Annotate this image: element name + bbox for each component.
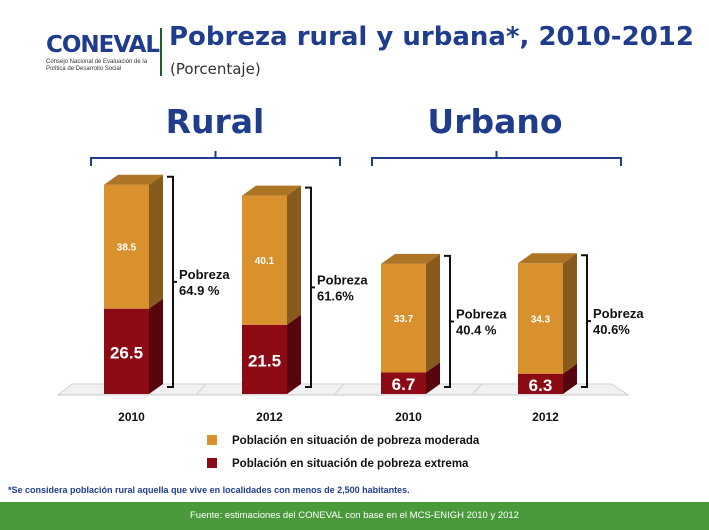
total-value-0: 64.9 % xyxy=(179,283,220,298)
bar-extrema-1-side xyxy=(287,314,301,394)
legend-swatch-extrema xyxy=(207,458,217,468)
value-label-extrema-2: 6.7 xyxy=(392,375,416,394)
floor-divider-0 xyxy=(195,383,207,396)
bar-top-2 xyxy=(381,253,440,264)
value-label-extrema-1: 21.5 xyxy=(248,351,281,370)
bar-moderada-2-front xyxy=(381,263,426,373)
bar-moderada-0-side xyxy=(149,174,163,309)
value-label-extrema-0: 26.5 xyxy=(110,343,143,362)
bar-extrema-0-side xyxy=(149,298,163,394)
bar-top-3 xyxy=(518,253,577,264)
bar-extrema-0-front xyxy=(104,308,149,394)
coneval-logo: CONEVAL Consejo Nacional de Evaluación d… xyxy=(42,30,160,82)
header-divider xyxy=(160,28,162,76)
value-label-moderada-3: 34.3 xyxy=(531,314,551,325)
x-tick-label-2: 2010 xyxy=(395,410,422,424)
value-label-moderada-2: 33.7 xyxy=(394,314,414,325)
bar-extrema-2-side xyxy=(426,362,440,394)
bar-moderada-1-front xyxy=(242,195,287,325)
total-value-3: 40.6% xyxy=(593,322,630,337)
total-bracket-2 xyxy=(444,254,454,388)
group-bracket-rural xyxy=(90,151,341,166)
total-bracket-3 xyxy=(581,254,591,388)
x-tick-label-0: 2010 xyxy=(118,410,145,424)
bar-top-1 xyxy=(242,185,301,196)
page-title: Pobreza rural y urbana*, 2010-2012 xyxy=(169,22,694,52)
total-value-1: 61.6% xyxy=(317,288,354,303)
total-bracket-0 xyxy=(167,175,177,388)
x-tick-label-3: 2012 xyxy=(532,410,559,424)
page-subtitle: (Porcentaje) xyxy=(170,60,261,78)
footnote: *Se considera población rural aquella qu… xyxy=(8,485,410,495)
floor-divider-2 xyxy=(471,383,483,396)
value-label-moderada-1: 40.1 xyxy=(255,256,275,267)
bar-extrema-1-front xyxy=(242,324,287,394)
bar-moderada-2-side xyxy=(426,253,440,373)
total-bracket-1 xyxy=(305,186,315,388)
bar-moderada-3-front xyxy=(518,263,563,374)
total-label-0: Pobreza xyxy=(179,267,230,282)
total-label-1: Pobreza xyxy=(317,272,368,287)
value-label-moderada-0: 38.5 xyxy=(117,243,137,254)
bar-moderada-1-side xyxy=(287,185,301,325)
total-label-2: Pobreza xyxy=(456,306,507,321)
bar-moderada-0-front xyxy=(104,184,149,309)
x-tick-label-1: 2012 xyxy=(256,410,283,424)
logo-word: CONEVAL xyxy=(46,32,160,58)
bar-extrema-3-side xyxy=(563,363,577,394)
source-footer: Fuente: estimaciones del CONEVAL con bas… xyxy=(0,502,709,530)
group-bracket-urbano xyxy=(371,151,622,166)
group-title-rural: Rural xyxy=(165,102,265,141)
legend-swatch-moderada xyxy=(207,435,217,445)
bar-extrema-2-front xyxy=(381,372,426,394)
legend-label-moderada: Población en situación de pobreza modera… xyxy=(232,435,480,447)
floor-divider-1 xyxy=(333,383,345,396)
bar-top-0 xyxy=(104,174,163,185)
total-label-3: Pobreza xyxy=(593,306,644,321)
logo-subtitle: Consejo Nacional de Evaluación de la Pol… xyxy=(46,59,148,72)
group-title-urbano: Urbano xyxy=(427,102,563,141)
bar-extrema-3-front xyxy=(518,373,563,394)
bar-moderada-3-side xyxy=(563,253,577,374)
total-value-2: 40.4 % xyxy=(456,322,497,337)
value-label-extrema-3: 6.3 xyxy=(529,376,553,395)
legend-label-extrema: Población en situación de pobreza extrem… xyxy=(232,458,469,470)
